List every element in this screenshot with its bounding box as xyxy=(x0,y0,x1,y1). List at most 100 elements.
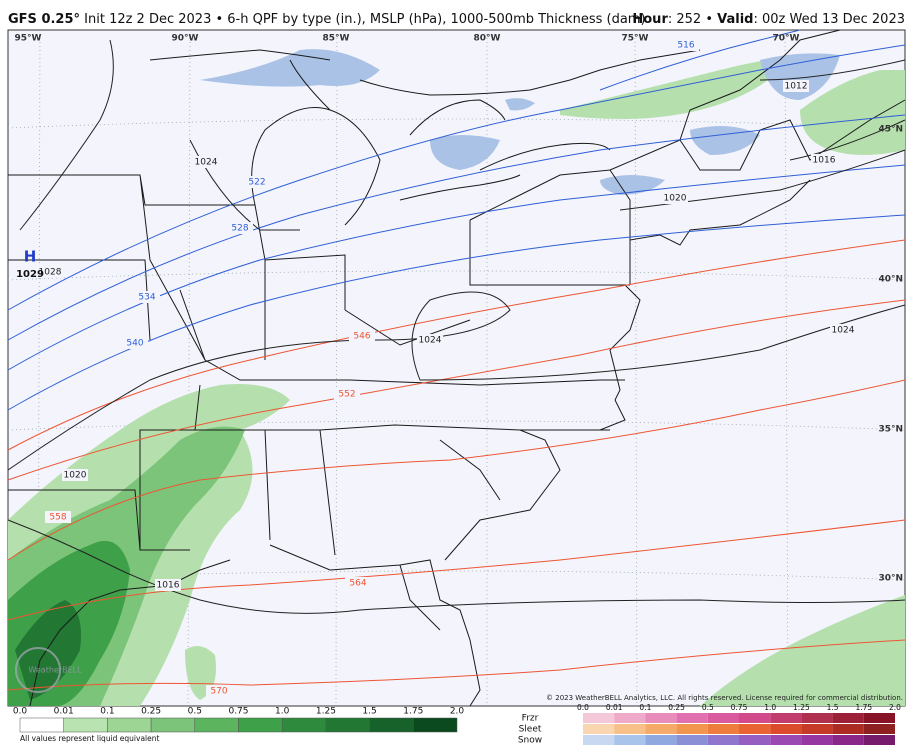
legend-label: 0.0 xyxy=(13,707,28,717)
longitude-label: 80°W xyxy=(474,34,501,44)
legend-swatch xyxy=(863,735,895,745)
legend-swatch xyxy=(863,713,895,723)
label-backing xyxy=(783,80,809,92)
legend-swatch xyxy=(832,735,864,745)
isobar-label: 1020 xyxy=(64,471,87,481)
header-part: GFS 0.25° xyxy=(8,12,80,27)
legend-label: 0.5 xyxy=(702,703,714,712)
label-backing xyxy=(45,511,71,523)
label-backing xyxy=(155,579,181,591)
watermark: WeatherBELL xyxy=(28,666,82,675)
legend-label: 1.25 xyxy=(793,703,810,712)
label-backing xyxy=(227,222,253,234)
legend-swatch xyxy=(707,713,739,723)
isobar-label: 1016 xyxy=(813,156,836,166)
label-backing xyxy=(662,192,688,204)
legend-label: 0.75 xyxy=(228,707,248,717)
legend-label: 0.5 xyxy=(188,707,202,717)
thickness-label: 552 xyxy=(338,390,355,400)
legend-label: 2.0 xyxy=(889,703,901,712)
legend-swatch xyxy=(645,713,677,723)
latitude-label: 30°N xyxy=(878,574,903,584)
legend-swatch xyxy=(150,717,196,733)
isobar-label: 1020 xyxy=(664,194,687,204)
isobar-label: 1024 xyxy=(195,158,218,168)
legend-swatch xyxy=(739,713,771,723)
latitude-label: 35°N xyxy=(878,425,903,435)
longitude-label: 85°W xyxy=(323,34,350,44)
thickness-label: 570 xyxy=(210,687,227,697)
label-backing xyxy=(193,156,219,168)
legend-swatch xyxy=(863,724,895,734)
thickness-label: 564 xyxy=(349,579,366,589)
legend-type: Sleet xyxy=(519,725,542,735)
legend-swatch xyxy=(676,713,708,723)
longitude-label: 75°W xyxy=(622,34,649,44)
high-value: 1029 xyxy=(16,269,44,280)
legend-swatch xyxy=(770,724,802,734)
legend-swatch xyxy=(832,713,864,723)
legend-swatch xyxy=(614,724,646,734)
label-backing xyxy=(673,39,699,51)
legend-label: 0.75 xyxy=(731,703,748,712)
header-left: GFS 0.25° Init 12z 2 Dec 2023 • 6-h QPF … xyxy=(8,12,646,27)
geography xyxy=(8,29,906,707)
label-backing xyxy=(244,176,270,188)
label-backing xyxy=(37,266,63,278)
legend-swatch xyxy=(583,735,615,745)
legend-swatch xyxy=(832,724,864,734)
latitude-label: 45°N xyxy=(878,125,903,135)
legend-swatch xyxy=(739,735,771,745)
thickness-label: 516 xyxy=(677,41,694,51)
legend-swatch xyxy=(63,717,108,733)
legend-type: Frzr xyxy=(522,714,539,724)
legend-type: Snow xyxy=(518,736,542,746)
legend-swatch xyxy=(614,713,646,723)
longitude-label: 70°W xyxy=(773,34,800,44)
legend-swatch xyxy=(707,735,739,745)
legend-label: 1.25 xyxy=(316,707,336,717)
thickness-label: 522 xyxy=(248,178,265,188)
label-backing xyxy=(349,330,375,342)
label-backing xyxy=(334,388,360,400)
contours xyxy=(7,29,906,691)
label-backing xyxy=(811,154,837,166)
legend-swatch xyxy=(801,724,833,734)
legend-label: 1.5 xyxy=(362,707,376,717)
isobar-label: 1028 xyxy=(39,268,62,278)
thickness-label: 540 xyxy=(126,339,143,349)
label-backing xyxy=(830,324,856,336)
legend-swatch xyxy=(770,713,802,723)
longitude-label: 90°W xyxy=(172,34,199,44)
label-backing xyxy=(417,334,443,346)
isobar-label: 1012 xyxy=(785,82,808,92)
thickness-label: 534 xyxy=(138,293,155,303)
legend-swatch xyxy=(369,717,414,733)
legend-label: 1.0 xyxy=(764,703,776,712)
legend-label: 2.0 xyxy=(450,707,465,717)
header-part: Init 12z 2 Dec 2023 • 6-h QPF by type (i… xyxy=(80,12,646,27)
legend-label: 1.75 xyxy=(855,703,872,712)
legend-swatch xyxy=(194,717,239,733)
label-backing xyxy=(62,469,88,481)
latitude-label: 40°N xyxy=(878,275,903,285)
legend-label: 1.75 xyxy=(403,707,423,717)
legend-swatch xyxy=(676,724,708,734)
legend-swatch xyxy=(801,713,833,723)
legend-swatch xyxy=(281,717,327,733)
isobar-label: 1016 xyxy=(157,581,180,591)
header-part: Hour xyxy=(632,12,668,27)
legend-label: 0.25 xyxy=(668,703,685,712)
thickness-label: 558 xyxy=(49,513,66,523)
legend-swatch xyxy=(107,717,152,733)
legend-swatch xyxy=(325,717,370,733)
label-backing xyxy=(122,337,148,349)
legend-swatch xyxy=(707,724,739,734)
header-part: : 252 • xyxy=(668,12,717,27)
legend-label: 1.0 xyxy=(275,707,290,717)
legend-swatch xyxy=(614,735,646,745)
thickness-label: 528 xyxy=(231,224,248,234)
header-part: Valid xyxy=(717,12,753,27)
